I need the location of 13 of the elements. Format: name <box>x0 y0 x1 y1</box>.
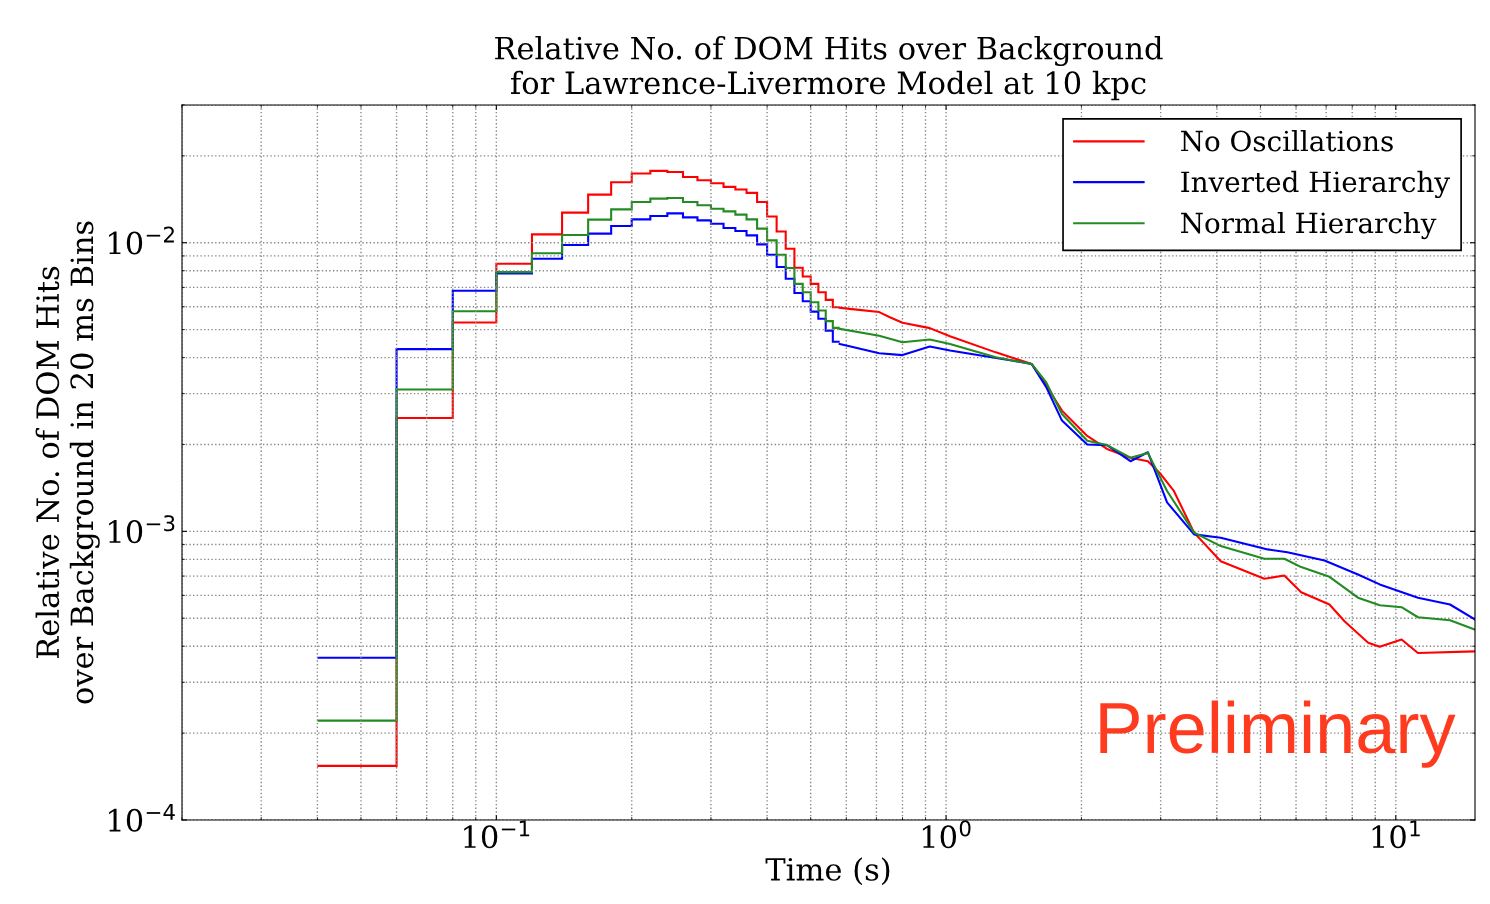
chart-title: Relative No. of DOM Hits over Background for Lawrence-Livermore Model at 10 kpc <box>495 36 1163 101</box>
x-tick-label: 10$^{1}$ <box>1372 820 1420 849</box>
legend-label: No Oscillations <box>1181 130 1393 152</box>
legend-label: Inverted Hierarchy <box>1181 170 1450 199</box>
x-tick-label: 10$^{0}$ <box>922 820 971 849</box>
y-axis-title: Relative No. of DOM Hits over Background in 20 ms Bins <box>35 221 100 704</box>
annotation: Preliminary <box>1100 700 1456 768</box>
x-tick-label: 10$^{−1}$ <box>464 820 530 849</box>
x-axis-title: Time (s) <box>765 857 890 886</box>
y-tick-label: 10$^{−2}$ <box>109 226 174 255</box>
legend-label: Normal Hierarchy <box>1181 211 1437 240</box>
y-tick-label: 10$^{−4}$ <box>109 804 175 832</box>
y-tick-label: 10$^{−3}$ <box>109 515 175 544</box>
